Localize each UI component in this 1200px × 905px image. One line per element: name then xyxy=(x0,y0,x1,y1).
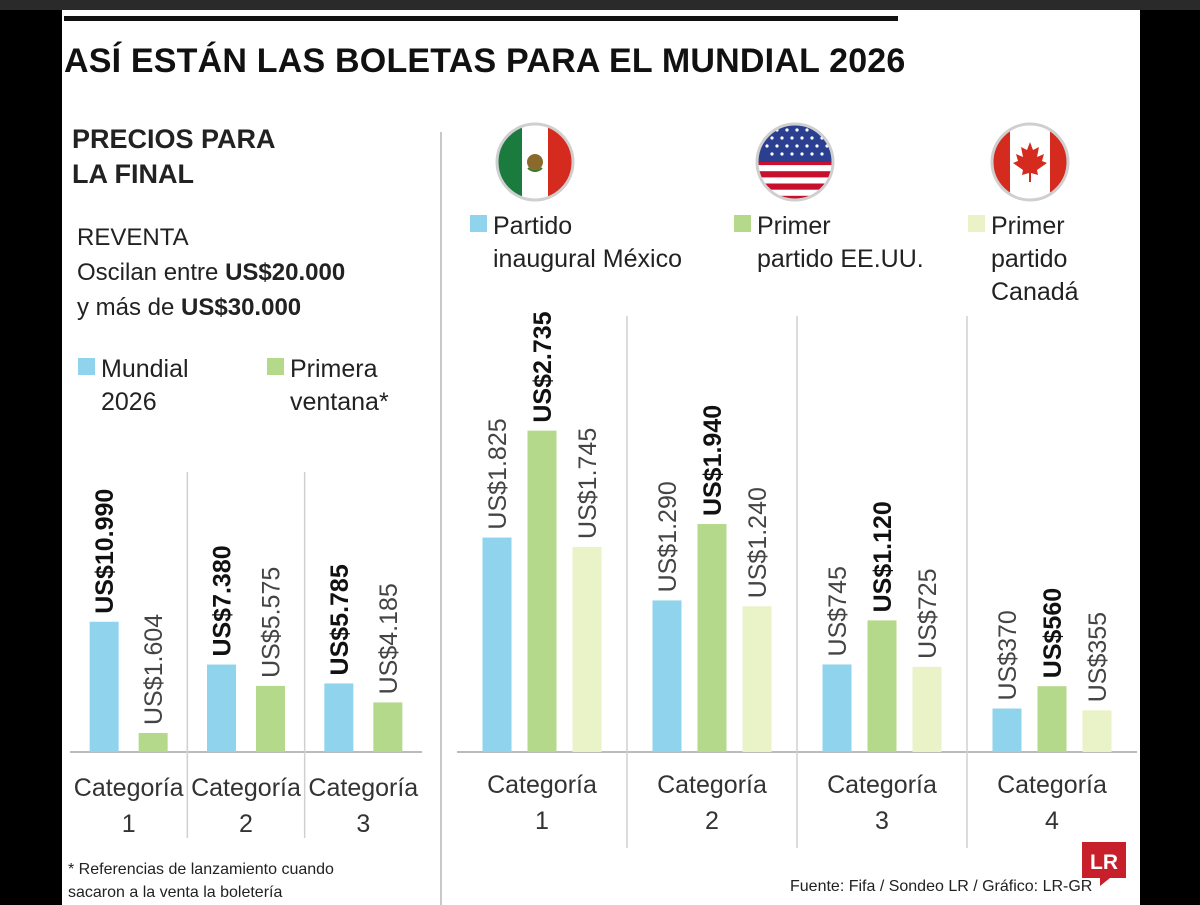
bar xyxy=(822,664,852,752)
bar-value-label: US$1.825 xyxy=(484,418,512,529)
legend-swatch xyxy=(78,358,95,375)
category-label: Categoría xyxy=(487,771,597,799)
title-rule xyxy=(64,16,898,21)
bar-value-label: US$1.120 xyxy=(869,501,897,612)
bar xyxy=(256,685,285,752)
reventa-label: REVENTA xyxy=(77,224,189,251)
lr-logo: LR xyxy=(1082,842,1126,886)
legend-primera-ventana: Primera ventana* xyxy=(267,353,389,419)
legend-label: Mundial 2026 xyxy=(101,355,189,416)
category-label: 2 xyxy=(239,810,253,838)
category-label: Categoría xyxy=(308,774,418,802)
legend-partido-inaugural-mexico: Partido inaugural México xyxy=(470,210,682,276)
category-label: 3 xyxy=(356,810,370,838)
mexico-flag-icon xyxy=(495,122,575,202)
bar-value-label: US$745 xyxy=(824,566,852,656)
final-prices-heading: PRECIOS PARA LA FINAL xyxy=(72,124,276,189)
bar xyxy=(652,600,682,752)
bar xyxy=(482,537,512,752)
chart-final-prices: US$10.990 US$1.604 Categoría 1 US$7.380 US$5.… xyxy=(70,472,422,838)
bar-value-label: US$1.240 xyxy=(744,487,772,598)
legend-swatch xyxy=(267,358,284,375)
legend-label: Primera ventana* xyxy=(290,355,389,416)
infographic-panel: ASÍ ESTÁN LAS BOLETAS PARA EL MUNDIAL 20… xyxy=(62,10,1140,905)
legend-primer-partido-canada: Primer partido Canadá xyxy=(968,210,1140,309)
bar-value-label: US$1.604 xyxy=(140,614,168,725)
bar-value-label: US$1.745 xyxy=(574,428,602,539)
category-label: 3 xyxy=(875,807,889,835)
bar-value-label: US$1.290 xyxy=(654,481,682,592)
bar-value-label: US$4.185 xyxy=(375,583,403,694)
legend-swatch xyxy=(968,215,985,232)
category-label: Categoría xyxy=(74,774,184,802)
bar-value-label: US$355 xyxy=(1084,612,1112,702)
bar xyxy=(912,666,942,752)
svg-text:LR: LR xyxy=(1090,851,1118,874)
bar xyxy=(527,430,557,752)
category-label: 4 xyxy=(1045,807,1059,835)
bar xyxy=(992,708,1022,752)
top-bar xyxy=(0,0,1200,10)
bar xyxy=(1082,710,1112,752)
bar-value-label: US$560 xyxy=(1039,588,1067,678)
category-label: Categoría xyxy=(827,771,937,799)
legend-label: Primer partido Canadá xyxy=(991,212,1079,306)
legend-label: Primer partido EE.UU. xyxy=(757,212,924,273)
legend-primer-partido-eeuu: Primer partido EE.UU. xyxy=(734,210,924,276)
category-label: Categoría xyxy=(997,771,1107,799)
reventa-max-value: US$30.000 xyxy=(181,294,302,321)
bar-value-label: US$5.785 xyxy=(326,564,354,675)
bar-value-label: US$10.990 xyxy=(91,489,119,614)
bar-value-label: US$370 xyxy=(994,610,1022,700)
bar xyxy=(867,620,897,752)
bar xyxy=(207,664,236,752)
bar xyxy=(373,702,403,752)
bar xyxy=(138,732,168,752)
category-label: Categoría xyxy=(657,771,767,799)
category-label: Categoría xyxy=(191,774,301,802)
bar-value-label: US$2.735 xyxy=(529,311,557,422)
section-divider xyxy=(440,132,442,905)
bar xyxy=(89,621,119,752)
canada-flag-icon xyxy=(990,122,1070,202)
legend-swatch xyxy=(470,215,487,232)
bar xyxy=(572,546,602,752)
bar-value-label: US$1.940 xyxy=(699,405,727,516)
footnote: * Referencias de lanzamiento cuando saca… xyxy=(68,861,334,901)
reventa-line-1: Oscilan entre US$20.000 xyxy=(77,259,346,286)
bar-value-label: US$5.575 xyxy=(258,567,286,678)
source-credit: Fuente: Fifa / Sondeo LR / Gráfico: LR-G… xyxy=(790,878,1093,895)
legend-label: Partido inaugural México xyxy=(493,212,682,273)
category-label: 1 xyxy=(535,807,549,835)
bar xyxy=(1037,686,1067,752)
bar xyxy=(742,606,772,752)
category-label: 2 xyxy=(705,807,719,835)
category-label: 1 xyxy=(122,810,136,838)
bar-value-label: US$725 xyxy=(914,568,942,658)
usa-flag-icon xyxy=(755,122,835,202)
reventa-block: REVENTA Oscilan entre US$20.000 y más de… xyxy=(77,220,397,325)
legend-swatch xyxy=(734,215,751,232)
bar xyxy=(324,683,354,752)
chart-opening-matches: US$1.825 US$2.735 US$1.745 Categoría 1 US$1.2… xyxy=(457,311,1137,848)
legend-mundial-2026: Mundial 2026 xyxy=(78,353,189,419)
bar-value-label: US$7.380 xyxy=(209,545,237,656)
page-title: ASÍ ESTÁN LAS BOLETAS PARA EL MUNDIAL 20… xyxy=(64,42,906,80)
reventa-min-value: US$20.000 xyxy=(225,259,346,286)
bar xyxy=(697,524,727,752)
reventa-line-2: y más de US$30.000 xyxy=(77,294,302,321)
